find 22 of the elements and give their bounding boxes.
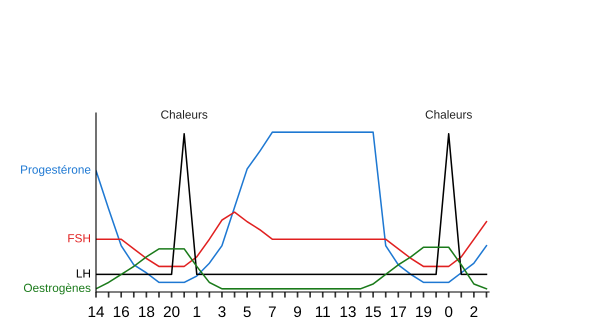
- series-label: LH: [76, 269, 90, 278]
- x-tick-label: 20: [164, 306, 180, 318]
- x-tick-label: 15: [366, 306, 381, 318]
- x-tick-label: 18: [139, 306, 154, 318]
- x-tick-label: 19: [416, 306, 432, 318]
- series-label: Oestrogènes: [24, 283, 91, 294]
- x-tick-label: 1: [194, 306, 200, 317]
- x-tick-label: 16: [114, 306, 130, 318]
- x-tick-label: 9: [294, 306, 302, 318]
- text: Chaleurs: [426, 110, 472, 119]
- text: Chaleurs: [161, 110, 208, 119]
- x-tick-label: 17: [390, 306, 406, 317]
- x-tick-label: 7: [268, 306, 276, 317]
- x-tick-label: 11: [316, 306, 330, 317]
- x-tick-label: 5: [244, 306, 251, 318]
- x-tick-label: 0: [445, 306, 452, 318]
- x-tick-label: 14: [88, 306, 104, 317]
- series-label: FSH: [68, 234, 90, 242]
- x-tick-label: 13: [340, 306, 356, 318]
- x-tick-label: 3: [218, 306, 226, 318]
- x-tick-label: 2: [470, 306, 478, 317]
- series-label: Progestérone: [21, 164, 90, 176]
